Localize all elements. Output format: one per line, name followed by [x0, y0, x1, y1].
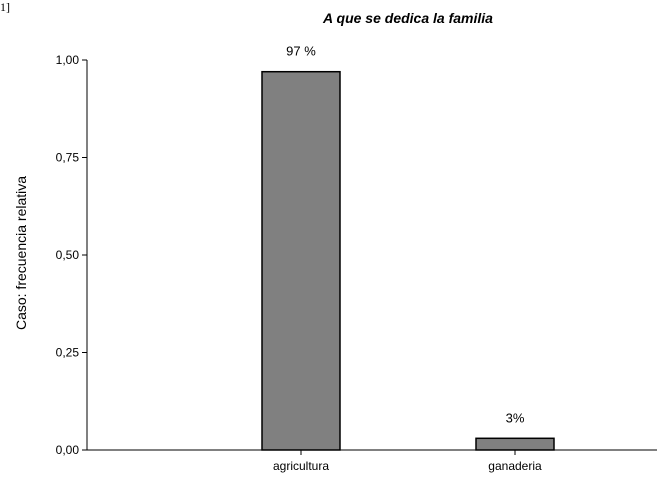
y-axis-label: Caso: frecuencia relativa	[13, 176, 29, 330]
bar	[261, 70, 341, 451]
chart-title: A que se dedica la familia	[322, 10, 493, 26]
x-axis-ticks: agricultura ganaderia	[273, 450, 542, 473]
x-tick-label: ganaderia	[488, 459, 542, 473]
bar	[475, 437, 555, 451]
x-tick-label: agricultura	[273, 459, 329, 473]
corner-mark: 1]	[0, 0, 10, 14]
y-axis-ticks: 0,00 0,25 0,50 0,75 1,00	[56, 53, 87, 457]
y-tick-label: 1,00	[56, 53, 80, 67]
data-label: 3%	[506, 410, 525, 425]
data-label: 97 %	[286, 44, 316, 59]
y-tick-label: 0,25	[56, 346, 80, 360]
y-tick-label: 0,75	[56, 151, 80, 165]
y-tick-label: 0,00	[56, 443, 80, 457]
y-tick-label: 0,50	[56, 248, 80, 262]
bars-group: 97 % 3%	[261, 44, 555, 451]
